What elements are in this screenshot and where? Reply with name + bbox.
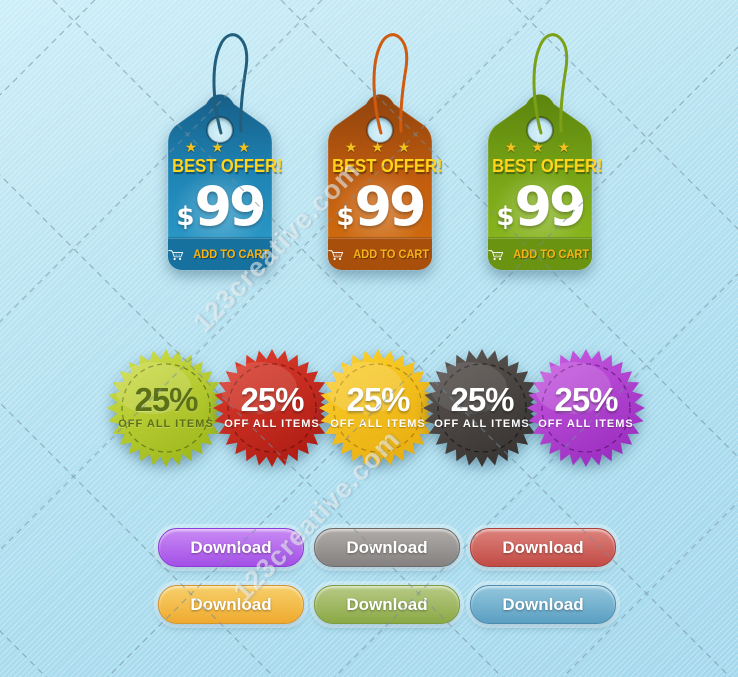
download-button-yellow[interactable]: Download xyxy=(158,585,304,624)
tag-title: BEST OFFER! xyxy=(492,156,603,176)
tag-stars: ★ ★ ★ xyxy=(344,139,416,155)
discount-percent: 25% xyxy=(240,381,304,418)
price-tag-blue: ★ ★ ★ BEST OFFER! $99 ADD TO CART xyxy=(167,30,283,271)
discount-subtitle: OFF ALL ITEMS xyxy=(434,418,530,430)
tag-stars: ★ ★ ★ xyxy=(504,139,576,155)
cart-icon xyxy=(168,249,184,260)
discount-percent: 25% xyxy=(450,381,514,418)
download-button-green[interactable]: Download xyxy=(314,585,460,624)
add-to-cart-label: ADD TO CART xyxy=(512,247,589,261)
download-button-red[interactable]: Download xyxy=(470,528,616,567)
price-tag-orange: ★ ★ ★ BEST OFFER! $99 ADD TO CART xyxy=(327,30,443,271)
discount-badge-lime: 25% OFF ALL ITEMS xyxy=(106,348,226,468)
tag-title: BEST OFFER! xyxy=(172,156,283,176)
cart-icon xyxy=(328,249,344,260)
discount-badge-dark: 25% OFF ALL ITEMS xyxy=(422,348,542,468)
tag-stars: ★ ★ ★ xyxy=(184,139,256,155)
currency-symbol: $ xyxy=(176,202,195,232)
discount-badge-red: 25% OFF ALL ITEMS xyxy=(212,348,332,468)
currency-symbol: $ xyxy=(336,202,355,232)
add-to-cart-button[interactable]: ADD TO CART xyxy=(168,238,272,270)
discount-badge-purple: 25% OFF ALL ITEMS xyxy=(526,348,646,468)
download-button-gray[interactable]: Download xyxy=(314,528,460,567)
price-tag-green: ★ ★ ★ BEST OFFER! $99 ADD TO CART xyxy=(487,30,603,271)
price-amount: 99 xyxy=(354,175,426,238)
discount-percent: 25% xyxy=(134,381,198,418)
discount-subtitle: OFF ALL ITEMS xyxy=(538,418,634,430)
price-amount: 99 xyxy=(514,175,586,238)
price-amount: 99 xyxy=(194,175,266,238)
discount-percent: 25% xyxy=(346,381,410,418)
cart-icon xyxy=(488,249,504,260)
currency-symbol: $ xyxy=(496,202,515,232)
download-button-row-2: Download Download Download xyxy=(158,585,616,624)
download-button-purple[interactable]: Download xyxy=(158,528,304,567)
discount-subtitle: OFF ALL ITEMS xyxy=(224,418,320,430)
discount-subtitle: OFF ALL ITEMS xyxy=(330,418,426,430)
tag-title: BEST OFFER! xyxy=(332,156,443,176)
add-to-cart-label: ADD TO CART xyxy=(192,247,269,261)
add-to-cart-label: ADD TO CART xyxy=(352,247,429,261)
discount-subtitle: OFF ALL ITEMS xyxy=(118,418,214,430)
discount-percent: 25% xyxy=(554,381,618,418)
add-to-cart-button[interactable]: ADD TO CART xyxy=(488,238,592,270)
download-button-blue[interactable]: Download xyxy=(470,585,616,624)
discount-badge-yellow: 25% OFF ALL ITEMS xyxy=(318,348,438,468)
download-button-row-1: Download Download Download xyxy=(158,528,616,567)
add-to-cart-button[interactable]: ADD TO CART xyxy=(328,238,432,270)
